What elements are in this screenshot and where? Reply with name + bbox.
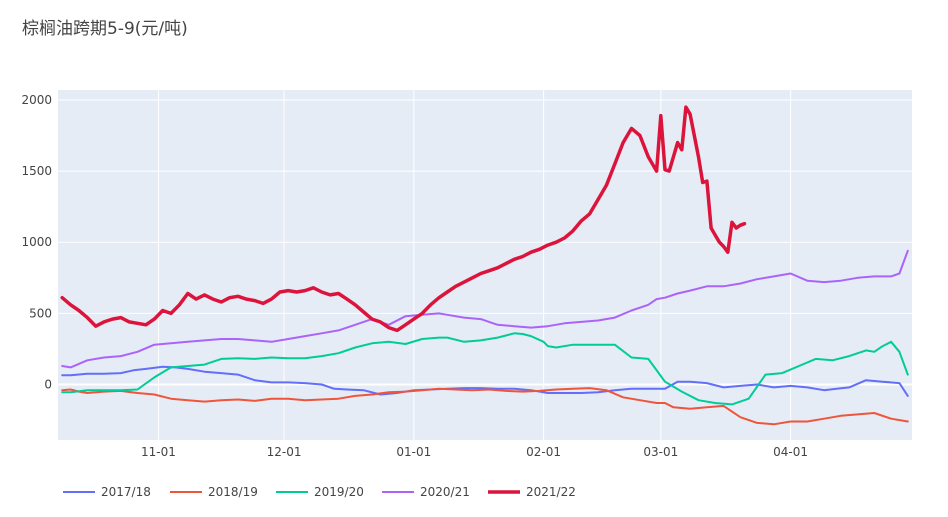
y-tick-label: 1500	[21, 164, 52, 178]
y-tick-label: 2000	[21, 93, 52, 107]
legend-item-2018-19[interactable]: 2018/19	[170, 485, 258, 499]
x-tick-label: 11-01	[141, 445, 176, 459]
legend-label: 2017/18	[101, 485, 151, 499]
legend[interactable]: 2017/18 2018/19 2019/20 2020/21 2021/22	[63, 485, 576, 499]
legend-label: 2019/20	[314, 485, 364, 499]
series-line-2021-22	[60, 105, 747, 333]
legend-item-2017-18[interactable]: 2017/18	[63, 485, 151, 499]
x-tick-label: 02-01	[526, 445, 561, 459]
series-line-2017-18	[61, 365, 909, 397]
series-line-2019-20	[61, 332, 909, 406]
legend-item-2020-21[interactable]: 2020/21	[382, 485, 470, 499]
legend-item-2019-20[interactable]: 2019/20	[276, 485, 364, 499]
legend-label: 2020/21	[420, 485, 470, 499]
x-tick-label: 12-01	[267, 445, 302, 459]
y-tick-label: 0	[44, 378, 52, 392]
axis-labels: 0 500 1000 1500 2000 11-01 12-01 01-01 02-01 03-0…	[21, 93, 808, 459]
series-line-2018-19	[61, 387, 909, 426]
x-tick-label: 04-01	[773, 445, 808, 459]
series-lines	[60, 105, 909, 426]
legend-label: 2021/22	[526, 485, 576, 499]
series-line-2020-21	[61, 249, 909, 369]
y-tick-label: 1000	[21, 235, 52, 249]
grid-lines	[58, 90, 912, 440]
legend-item-2021-22[interactable]: 2021/22	[488, 485, 576, 499]
chart-title: 棕榈油跨期5-9(元/吨)	[22, 19, 188, 39]
x-tick-label: 03-01	[643, 445, 678, 459]
plot-area	[58, 90, 912, 440]
y-tick-label: 500	[29, 306, 52, 320]
legend-label: 2018/19	[208, 485, 258, 499]
x-tick-label: 01-01	[396, 445, 431, 459]
